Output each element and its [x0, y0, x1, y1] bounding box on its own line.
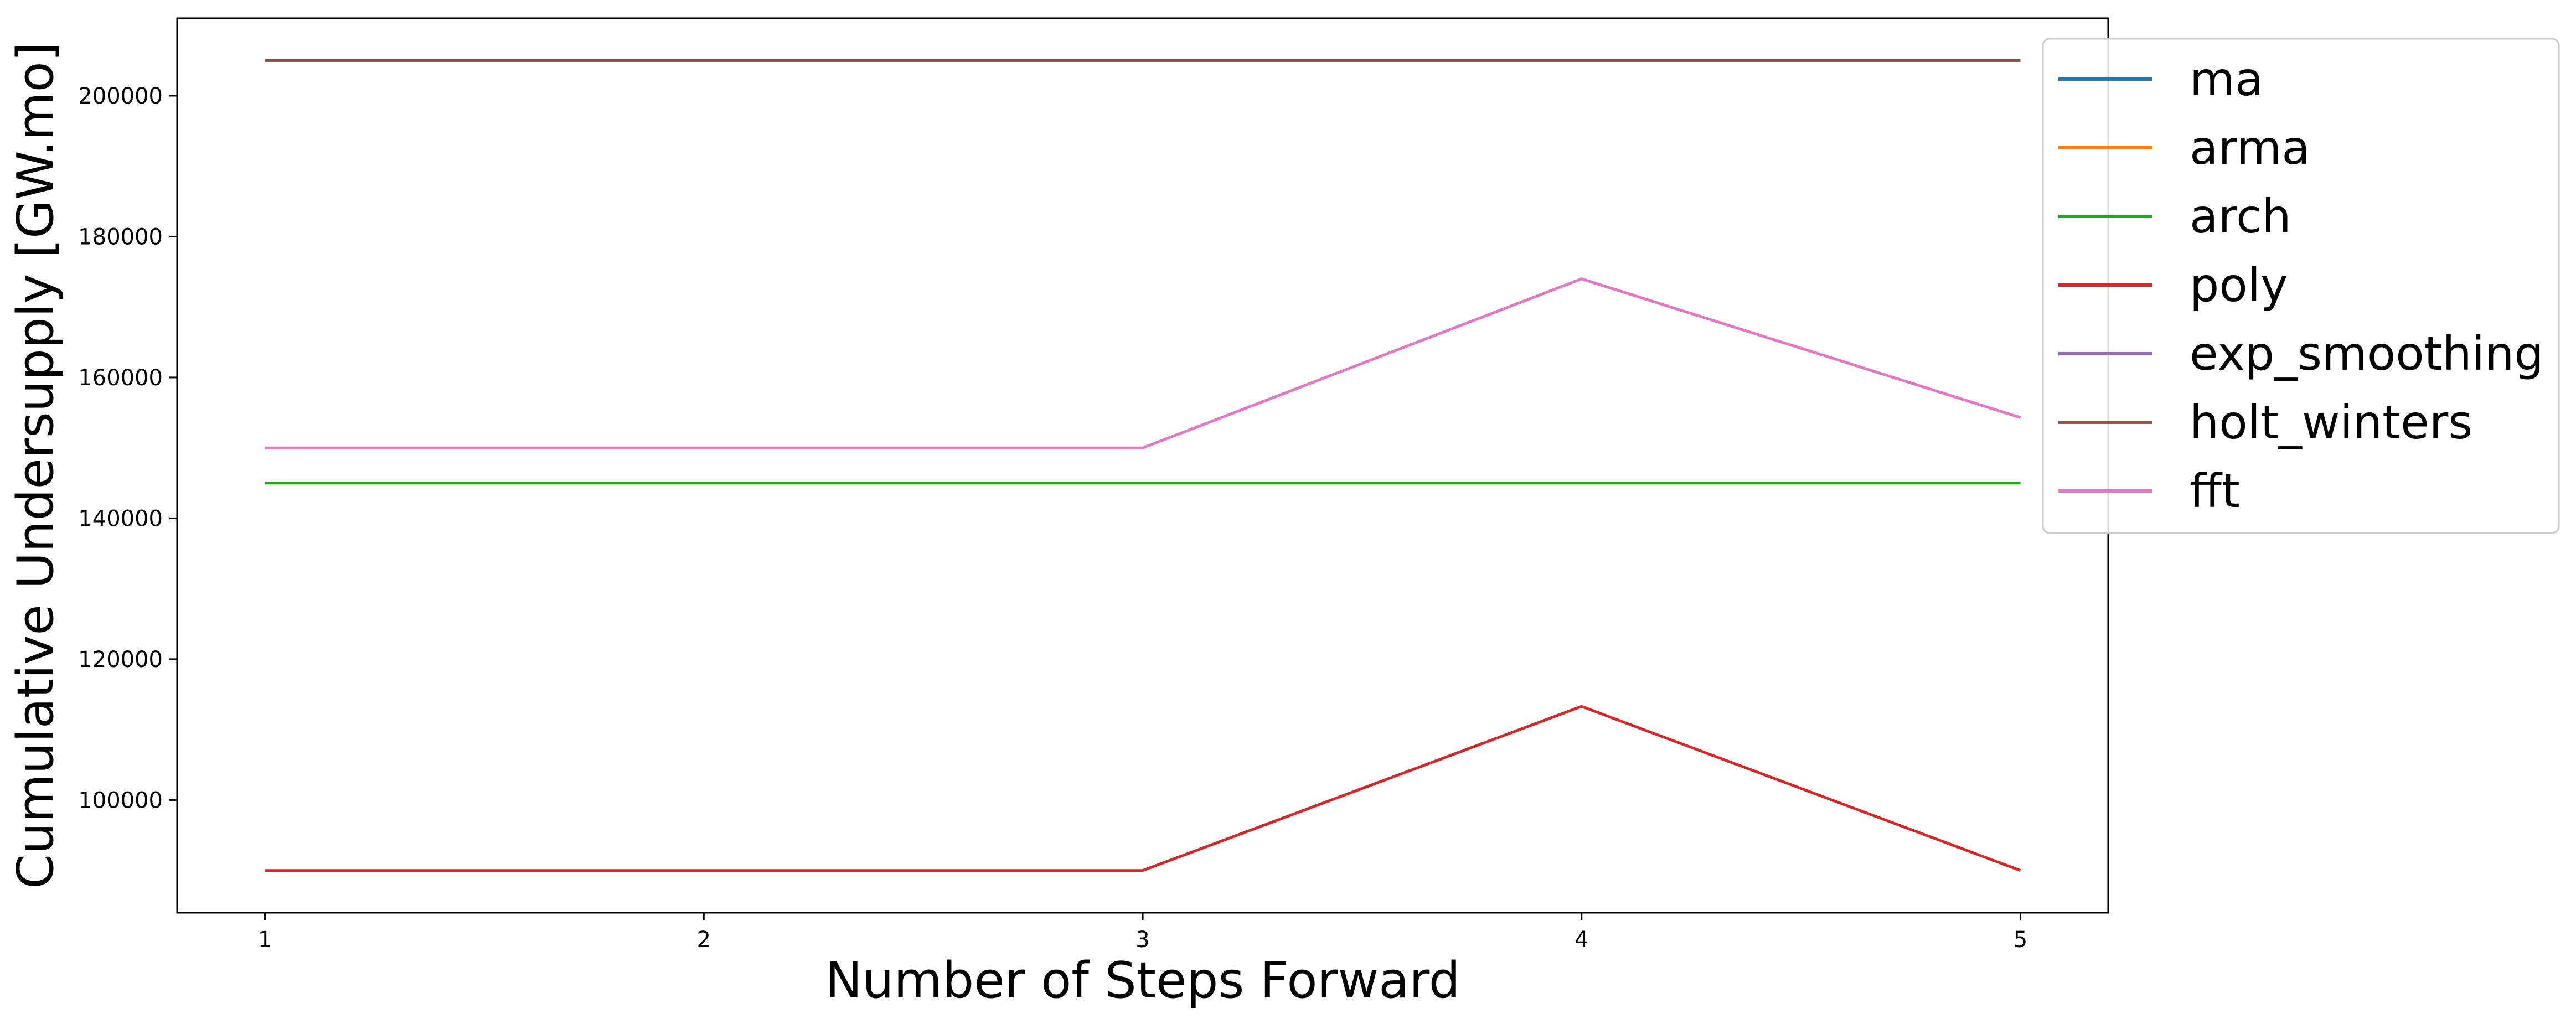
series-layer: [265, 59, 2021, 872]
x-tick-label: 3: [1135, 927, 1149, 953]
legend-label: exp_smoothing: [2190, 327, 2544, 381]
legend-items: ma arma arch poly exp_smoothing holt_wintersf…: [2058, 52, 2544, 518]
series-line-poly: [265, 705, 2021, 872]
y-tick-label: 120000: [78, 647, 163, 673]
y-tick-label: 160000: [78, 365, 163, 391]
legend-label: ma: [2190, 52, 2263, 106]
y-axis-label: Cumulative Undersupply [GW.mo]: [7, 42, 65, 889]
legend-frame: [2042, 38, 2560, 534]
legend: ma arma arch poly exp_smoothing holt_wintersf…: [2042, 38, 2560, 534]
legend-label: fft: [2190, 464, 2240, 518]
series-line-fft: [265, 277, 2021, 449]
x-tick-label: 5: [2014, 927, 2027, 953]
plot-area: [176, 17, 2109, 914]
y-tick-label: 180000: [78, 224, 163, 250]
legend-label: poly: [2190, 258, 2288, 312]
x-tick-label: 1: [258, 927, 272, 953]
y-tick-label: 200000: [78, 84, 163, 109]
x-axis-label: Number of Steps Forward: [825, 951, 1460, 1010]
y-tick-label: 140000: [78, 506, 163, 531]
legend-label: arma: [2190, 121, 2310, 175]
legend-label: arch: [2190, 189, 2291, 244]
x-tick-label: 4: [1574, 927, 1588, 953]
legend-label: holt_winters: [2190, 395, 2472, 449]
x-axis: 1 2 3 4 5: [258, 913, 2027, 953]
y-axis: 100000 120000 140000 160000 180000 200000: [78, 84, 177, 813]
x-tick-label: 2: [697, 927, 711, 953]
y-tick-label: 100000: [78, 788, 163, 813]
plot-frame: [176, 17, 2109, 914]
